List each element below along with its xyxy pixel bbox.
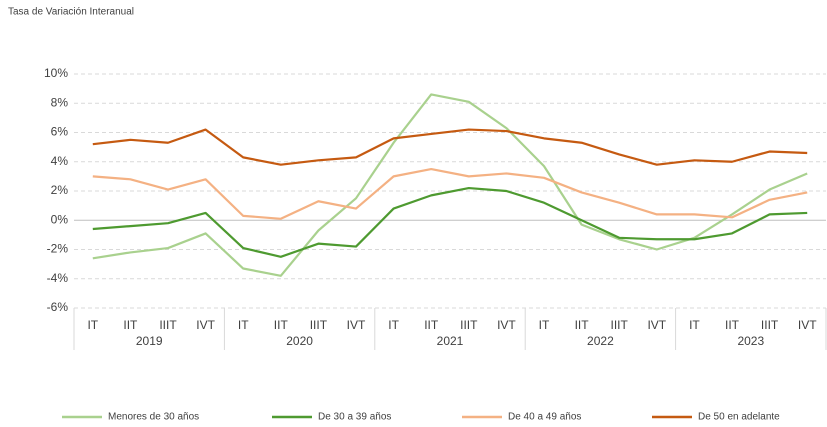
x-tick-label: IVT [347,318,366,332]
legend-label: De 40 a 49 años [508,412,581,423]
y-tick-label: 6% [51,125,69,139]
group-label: 2020 [286,334,313,348]
group-label: 2019 [136,334,163,348]
y-tick-label: 2% [51,183,69,197]
y-tick-label: -6% [47,300,69,314]
x-tick-label: IIIT [611,318,629,332]
legend-label: De 50 en adelante [698,412,780,423]
y-tick-label: -2% [47,242,69,256]
x-tick-label: IVT [647,318,666,332]
y-tick-label: 8% [51,95,69,109]
group-label: 2022 [587,334,614,348]
x-tick-label: IIIT [159,318,177,332]
y-tick-label: -4% [47,271,69,285]
x-tick-label: IIT [424,318,439,332]
x-tick-label: IVT [196,318,215,332]
series-line [92,167,808,220]
x-tick-label: IT [539,318,550,332]
x-tick-label: IIT [725,318,740,332]
legend-label: Menores de 30 años [108,412,199,423]
chart-title: Tasa de Variación Interanual [8,7,134,18]
x-tick-label: IT [238,318,249,332]
series-line [92,93,808,277]
legend-label: De 30 a 39 años [318,412,391,423]
x-tick-label: IVT [798,318,817,332]
x-tick-label: IIIT [460,318,478,332]
x-tick-label: IVT [497,318,516,332]
x-tick-label: IIIT [761,318,779,332]
group-label: 2021 [437,334,464,348]
y-tick-label: 4% [51,154,69,168]
x-tick-label: IT [388,318,399,332]
x-tick-label: IT [87,318,98,332]
x-tick-label: IIT [274,318,289,332]
y-tick-label: 10% [44,66,68,80]
series-line [92,186,808,258]
y-tick-label: 0% [51,212,69,226]
series-line [92,128,808,166]
x-tick-label: IIIT [310,318,328,332]
x-tick-label: IT [689,318,700,332]
x-tick-label: IIT [123,318,138,332]
x-tick-label: IIT [575,318,590,332]
group-label: 2023 [737,334,764,348]
